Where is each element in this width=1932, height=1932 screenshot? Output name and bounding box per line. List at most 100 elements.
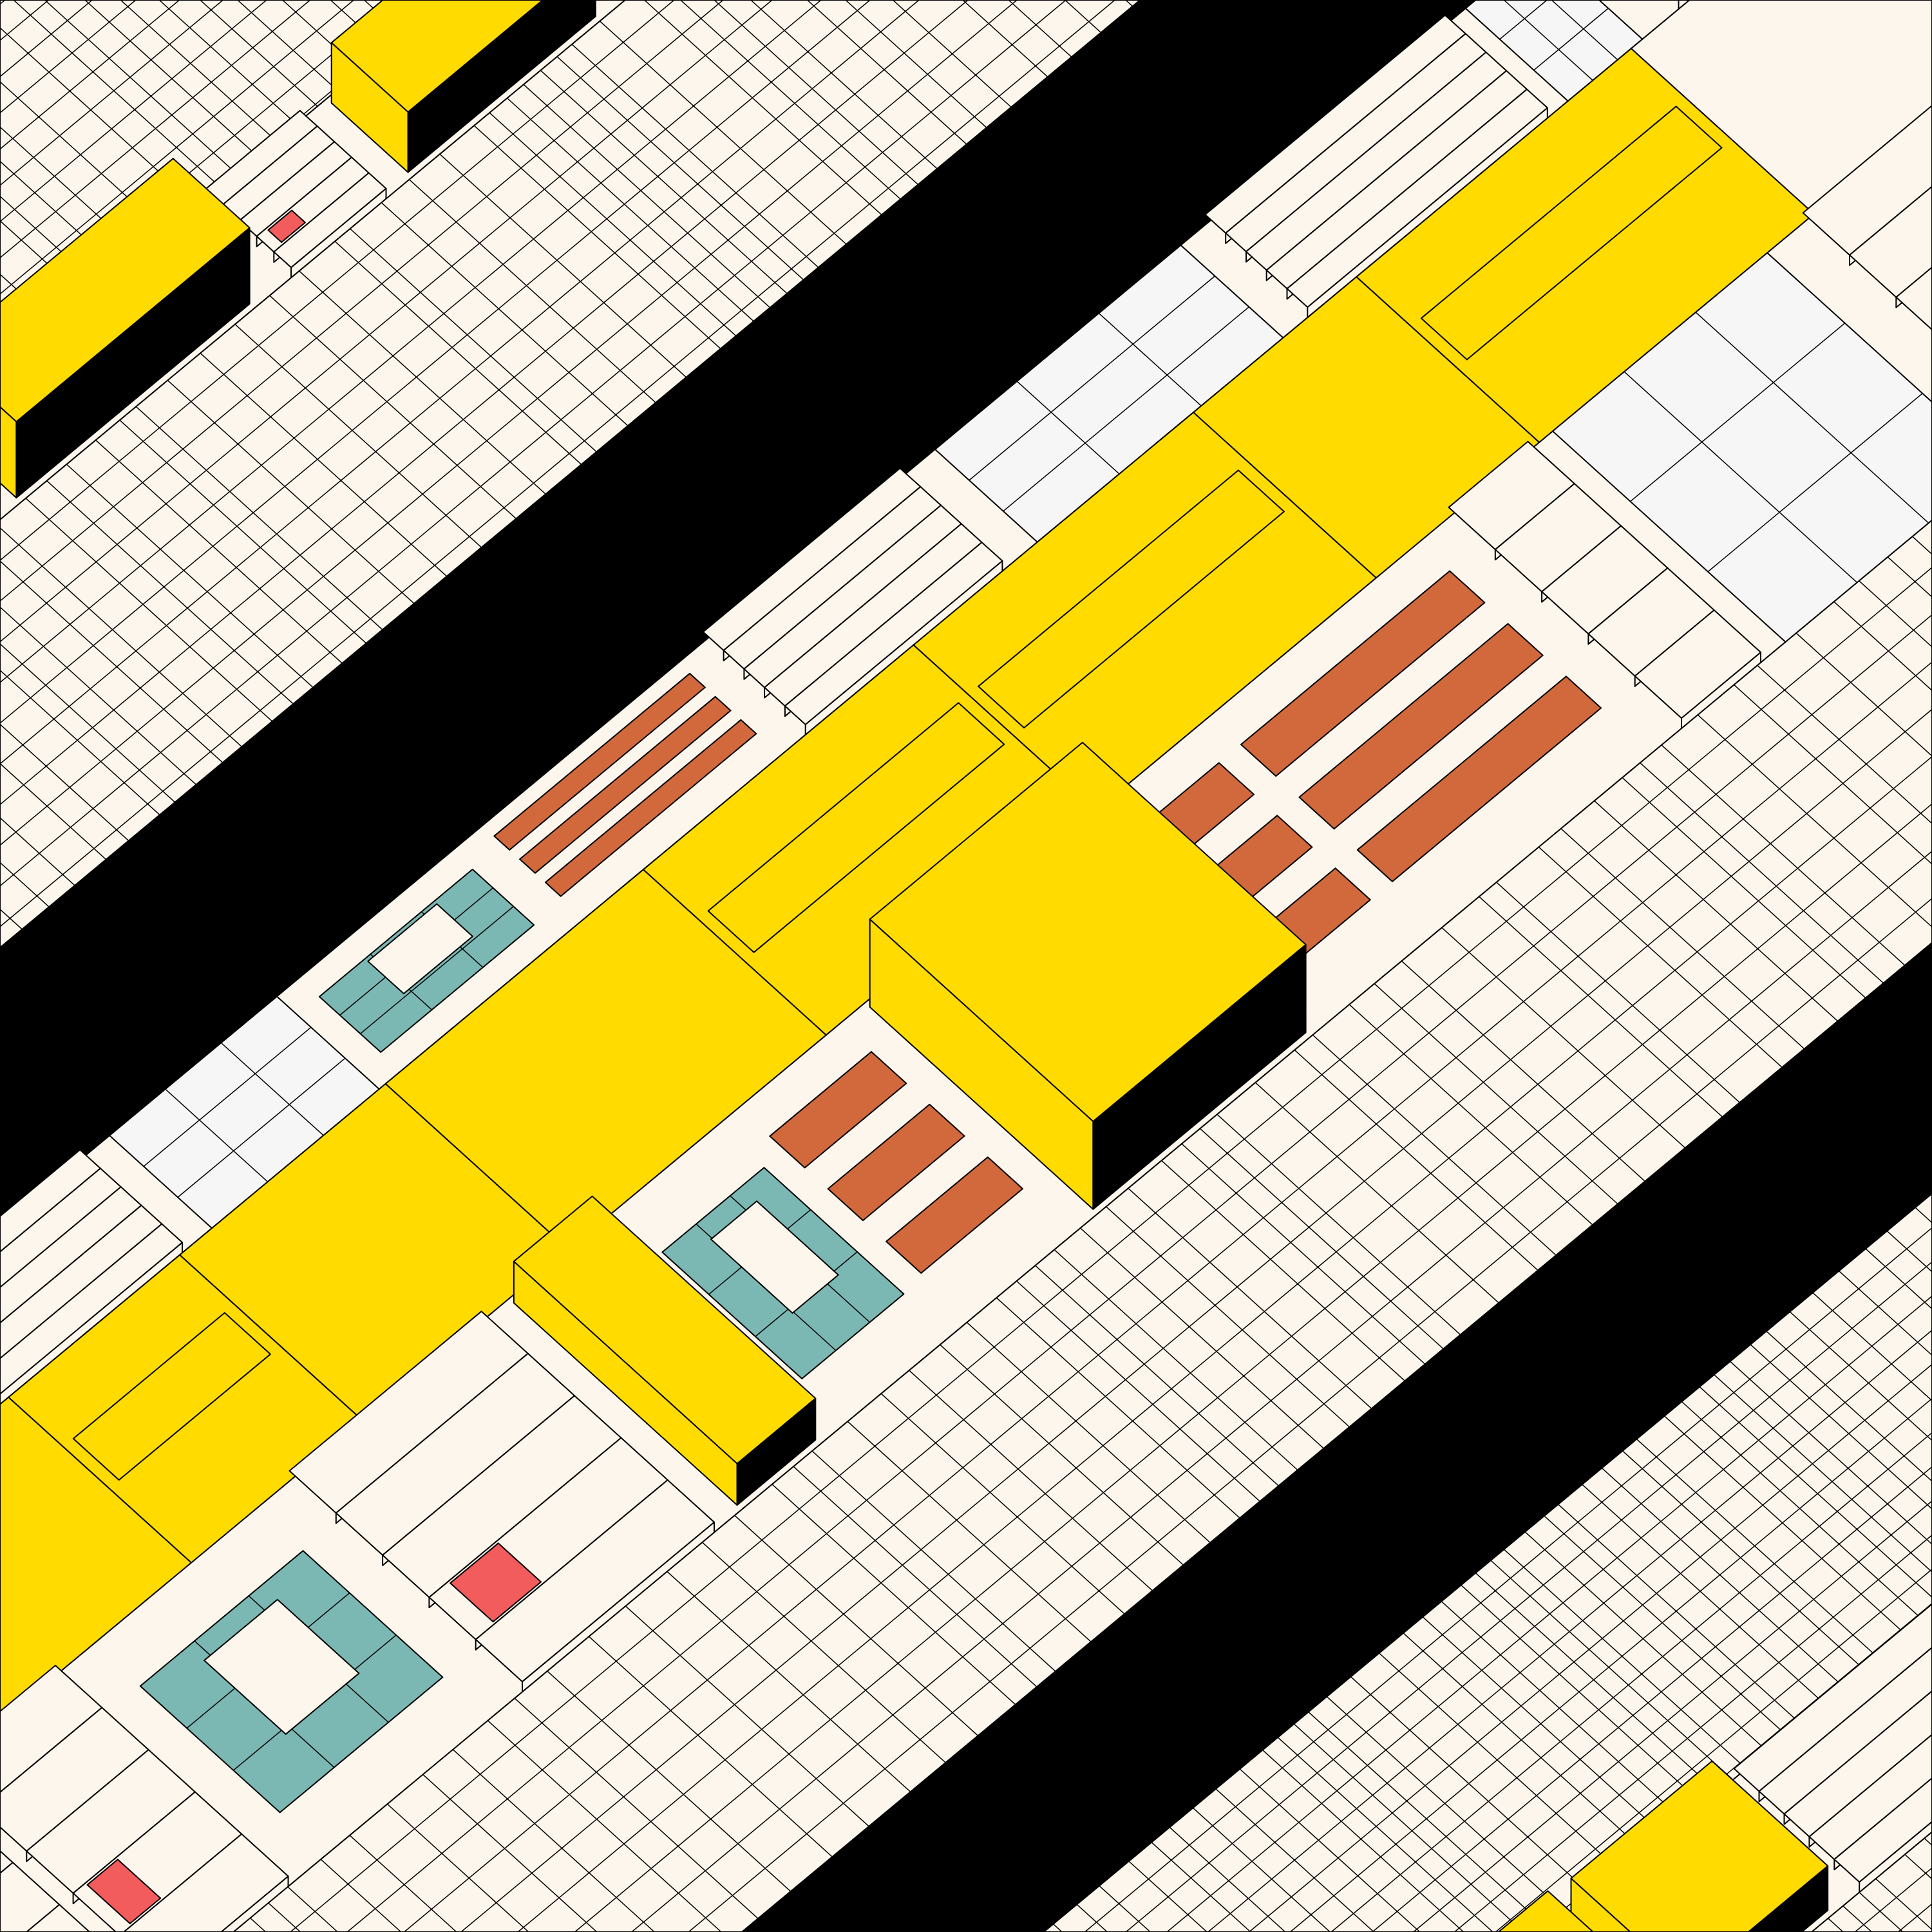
grid-band-line <box>489 112 737 337</box>
grid-band-line <box>0 909 23 930</box>
grid-band-line <box>0 0 773 643</box>
grid-band-line <box>940 1344 1184 1566</box>
grid-band-line <box>1054 1249 1298 1471</box>
grid-band-line <box>439 153 687 378</box>
grid-band-line <box>1413 1501 1932 1932</box>
grid-band-line <box>0 0 1066 887</box>
grid-band-line <box>1538 846 1783 1068</box>
raised-tile <box>367 903 473 994</box>
grid-band-line <box>1125 0 1133 7</box>
orange-bar <box>1298 623 1544 829</box>
grid-band-line <box>1035 1265 1279 1486</box>
grid-band-line <box>1076 1904 1108 1932</box>
grid-band-line <box>1099 1885 1151 1932</box>
grid-band-line <box>0 0 920 764</box>
grid-band-line <box>1293 1723 1524 1932</box>
orange-bar <box>1240 570 1486 777</box>
grid-band-line <box>0 527 242 748</box>
white-tiles-line <box>1499 0 1548 40</box>
grid-band-line <box>350 228 597 453</box>
grid-band-line <box>966 1321 1211 1544</box>
grid-band-line <box>1887 556 1932 598</box>
grid-band-line <box>334 241 582 465</box>
grid-band-line <box>1912 536 1932 555</box>
grid-band-line <box>909 1370 1153 1591</box>
grid-band-line <box>1125 1261 1932 1932</box>
grid-band-line <box>25 498 273 722</box>
grid-band-line <box>1169 1826 1286 1932</box>
grid-band-line <box>0 724 129 842</box>
grid-band-line <box>1714 1374 1932 1573</box>
raised-tile <box>204 1598 360 1735</box>
grid-band-line <box>1151 1842 1251 1932</box>
grid-band-line <box>599 21 847 245</box>
grid-band-line <box>1699 1386 1932 1598</box>
orange-bar <box>493 672 706 851</box>
grid-band-line <box>644 0 882 216</box>
grid-band-line <box>66 464 314 688</box>
inset-frame <box>978 469 1285 729</box>
grid-band-line <box>556 56 804 280</box>
white-tiles-line <box>220 1042 324 1136</box>
grid-band-line <box>1636 1439 1880 1659</box>
white-tiles-line <box>1003 306 1249 512</box>
grid-band-line <box>517 756 1932 1932</box>
grid-band-line <box>1217 1113 1461 1336</box>
raised-tile <box>710 1200 839 1314</box>
grid-band-line <box>1503 1549 1747 1770</box>
grid-band-line <box>167 380 415 604</box>
grid-band-line <box>680 0 901 200</box>
grid-band-line <box>0 643 176 803</box>
grid-band-line <box>1681 1401 1925 1622</box>
grid-band-line <box>320 1859 402 1932</box>
grid-band-line <box>0 0 93 77</box>
grid-band-line <box>1308 1711 1551 1932</box>
grid-band-line <box>1331 1432 1932 1932</box>
grid-band-line <box>772 1484 1016 1705</box>
white-tiles-line <box>1624 371 1858 583</box>
grid-band-line <box>0 0 137 113</box>
grid-band-line <box>1558 1504 1801 1725</box>
grid-band-line <box>1053 1924 1063 1932</box>
white-tiles-line <box>165 1088 269 1182</box>
grid-band-line <box>237 0 337 91</box>
stack-slat <box>1634 609 1761 719</box>
stack-slat <box>1895 267 1932 330</box>
grid-band-line <box>1199 1128 1444 1350</box>
grid-band-line <box>1750 1344 1932 1510</box>
flat-panel <box>1630 0 1932 215</box>
teal-tiles-line <box>360 905 514 1034</box>
grid-band-line <box>0 0 871 724</box>
red-marker <box>267 209 306 243</box>
grid-band-panel <box>232 519 1932 1932</box>
grid-band-line <box>422 1774 598 1932</box>
red-marker <box>450 1542 542 1623</box>
grid-band-line <box>1886 1231 1932 1273</box>
grid-band-line <box>1904 1854 1932 1880</box>
grid-band-line <box>625 1605 869 1827</box>
grid-band-line <box>290 567 1932 1932</box>
grid-band-line <box>1454 1535 1932 1932</box>
grid-band-line <box>1601 1468 1845 1688</box>
grid-band-line <box>1915 1207 1932 1224</box>
yellow-box-top <box>0 158 251 422</box>
grid-band-line <box>487 1720 722 1932</box>
grid-band-line <box>0 670 160 815</box>
grid-band-line <box>268 1902 301 1932</box>
grid-band-line <box>1697 714 1932 927</box>
yellow-box-shadow <box>407 0 596 173</box>
orange-bar <box>769 1051 907 1169</box>
grid-band-line <box>571 44 819 268</box>
white-tiles-line <box>1098 312 1202 406</box>
grid-band-line <box>0 0 1018 846</box>
grid-band-line <box>1461 1584 1704 1805</box>
grid-band-line <box>1016 1280 1260 1502</box>
grid-band-line <box>0 862 50 907</box>
grid-band-line <box>1215 1788 1374 1932</box>
grid-band-line <box>1441 1601 1684 1821</box>
grid-band-line <box>234 324 482 548</box>
grid-band-line <box>1795 632 1932 757</box>
grid-band-line <box>0 0 822 683</box>
grid-band-line <box>1065 0 1102 33</box>
grid-band-line <box>1496 882 1740 1103</box>
